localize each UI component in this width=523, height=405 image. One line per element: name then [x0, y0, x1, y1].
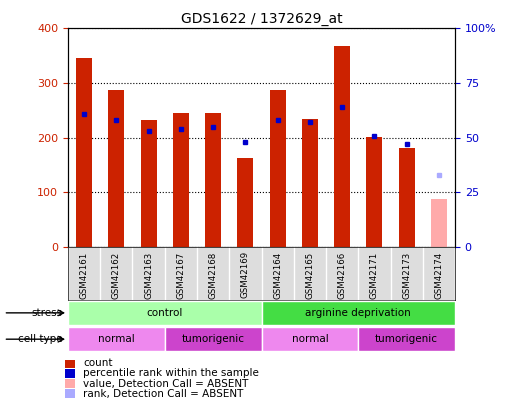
FancyBboxPatch shape: [68, 301, 262, 325]
Bar: [76, 58, 92, 247]
Text: tumorigenic: tumorigenic: [181, 334, 245, 344]
Bar: [269, 90, 286, 247]
Text: GSM42173: GSM42173: [402, 251, 411, 298]
FancyBboxPatch shape: [358, 327, 455, 351]
Text: tumorigenic: tumorigenic: [375, 334, 438, 344]
Text: normal: normal: [98, 334, 135, 344]
Text: cell type: cell type: [18, 334, 63, 344]
Bar: [65, 369, 75, 378]
Title: GDS1622 / 1372629_at: GDS1622 / 1372629_at: [180, 12, 343, 26]
FancyBboxPatch shape: [165, 327, 262, 351]
Text: GSM42169: GSM42169: [241, 251, 250, 298]
Text: GSM42162: GSM42162: [112, 251, 121, 298]
Text: normal: normal: [291, 334, 328, 344]
Bar: [205, 113, 221, 247]
Text: stress: stress: [31, 308, 63, 318]
Bar: [65, 359, 75, 368]
Bar: [65, 389, 75, 398]
Text: GSM42171: GSM42171: [370, 251, 379, 298]
Text: rank, Detection Call = ABSENT: rank, Detection Call = ABSENT: [83, 389, 244, 399]
Text: percentile rank within the sample: percentile rank within the sample: [83, 369, 259, 378]
Text: arginine deprivation: arginine deprivation: [305, 308, 411, 318]
Bar: [399, 148, 415, 247]
Bar: [65, 379, 75, 388]
Bar: [302, 119, 318, 247]
Text: value, Detection Call = ABSENT: value, Detection Call = ABSENT: [83, 379, 249, 388]
Bar: [141, 119, 157, 247]
Bar: [173, 113, 189, 247]
Bar: [431, 199, 447, 247]
FancyBboxPatch shape: [68, 327, 165, 351]
Text: GSM42166: GSM42166: [338, 251, 347, 298]
Text: GSM42174: GSM42174: [435, 251, 444, 298]
Text: GSM42168: GSM42168: [209, 251, 218, 298]
Text: GSM42165: GSM42165: [305, 251, 314, 298]
Bar: [366, 137, 382, 247]
Text: GSM42167: GSM42167: [176, 251, 185, 298]
Text: GSM42164: GSM42164: [273, 251, 282, 298]
Text: GSM42161: GSM42161: [79, 251, 88, 298]
Text: control: control: [146, 308, 183, 318]
FancyBboxPatch shape: [262, 301, 455, 325]
FancyBboxPatch shape: [262, 327, 358, 351]
Bar: [334, 46, 350, 247]
Text: count: count: [83, 358, 113, 368]
Text: GSM42163: GSM42163: [144, 251, 153, 298]
Bar: [108, 90, 124, 247]
Bar: [237, 158, 254, 247]
